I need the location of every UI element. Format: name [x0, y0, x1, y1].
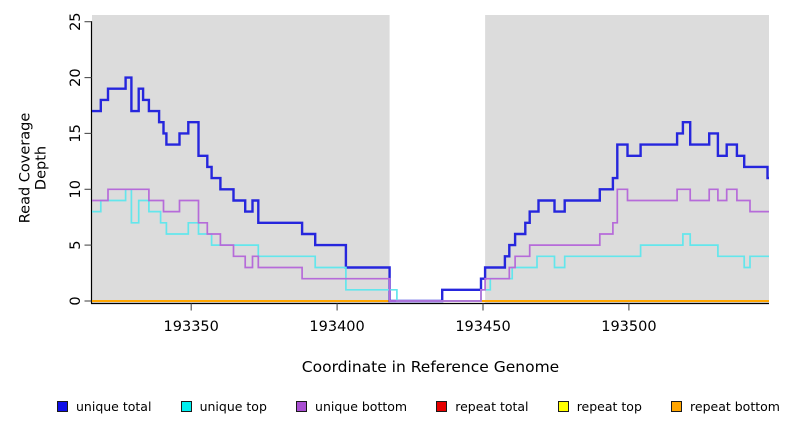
legend-label: unique total	[76, 399, 152, 414]
shaded-region-0	[92, 15, 390, 303]
coverage-plot: 0 5 10 15 20 25 193350 193400 193450 193500	[68, 12, 769, 335]
legend-item-unique-top: unique top	[180, 399, 267, 414]
legend-label: unique bottom	[315, 399, 408, 414]
legend-item-unique-bottom: unique bottom	[296, 399, 407, 414]
legend-item-repeat-top: repeat top	[557, 399, 642, 414]
y-tick-label: 5	[68, 240, 84, 249]
legend-swatch-icon	[671, 401, 683, 412]
x-tick-label: 193450	[455, 319, 510, 335]
legend-label: repeat top	[576, 399, 642, 414]
y-tick-label: 0	[68, 296, 84, 305]
legend-swatch-icon	[180, 401, 192, 412]
legend-swatch-icon	[557, 401, 569, 412]
x-tick-label: 193400	[309, 319, 364, 335]
x-tick-label: 193500	[601, 319, 656, 335]
legend-item-repeat-bottom: repeat bottom	[671, 399, 780, 414]
y-tick-label: 25	[68, 12, 84, 30]
y-tick-label: 20	[68, 68, 84, 86]
legend-item-repeat-total: repeat total	[436, 399, 529, 414]
legend-label: repeat total	[455, 399, 529, 414]
series-unique-bottom	[92, 188, 769, 302]
y-tick-label: 10	[68, 180, 84, 198]
legend-item-unique-total: unique total	[57, 399, 151, 414]
legend-label: unique top	[199, 399, 267, 414]
series-unique-total	[92, 76, 769, 303]
x-tick-label: 193350	[164, 319, 219, 335]
y-tick-label: 15	[68, 124, 84, 142]
legend-label: repeat bottom	[690, 399, 780, 414]
shaded-region-1	[485, 15, 769, 303]
series-unique-top	[92, 188, 769, 302]
legend-swatch-icon	[57, 401, 68, 412]
x-axis-title: Coordinate in Reference Genome	[301, 358, 560, 376]
legend-swatch-icon	[296, 401, 308, 412]
y-axis-title: Read Coverage Depth	[17, 112, 50, 224]
legend-swatch-icon	[436, 401, 448, 412]
legend: unique total unique top unique bottom repea…	[57, 399, 780, 414]
